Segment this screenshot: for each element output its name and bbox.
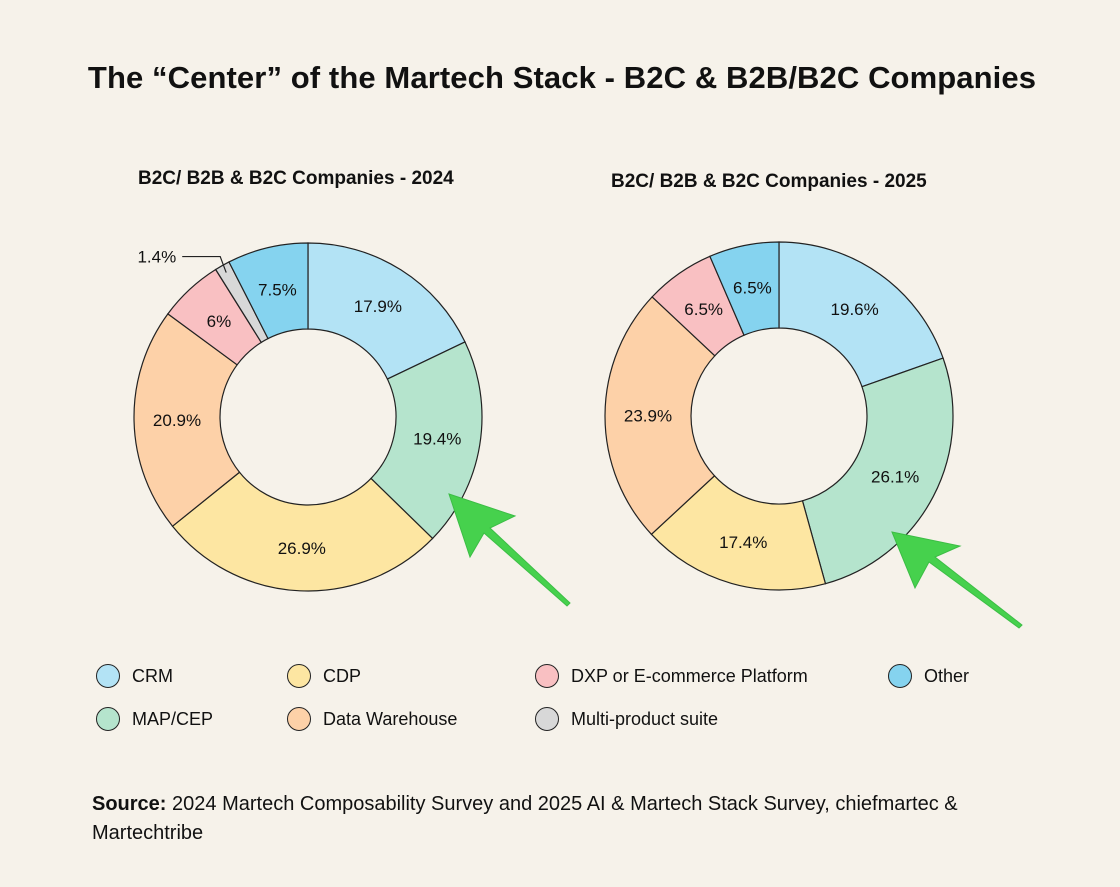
slice-label-multi: 1.4%	[137, 248, 176, 267]
slice-crm	[307, 242, 466, 380]
legend-swatch-dxp	[535, 664, 559, 688]
source-label: Source:	[92, 793, 167, 815]
legend-swatch-dw	[287, 707, 311, 731]
slice-label-other: 7.5%	[258, 281, 297, 300]
highlight-arrow-2024	[448, 493, 571, 607]
slice-label-dxp: 6%	[207, 312, 232, 331]
slice-other	[228, 242, 309, 340]
slice-label-dw: 23.9%	[624, 407, 672, 426]
slice-dw	[604, 296, 716, 536]
highlight-arrow-2025	[891, 531, 1023, 629]
slice-map	[801, 357, 954, 585]
page-title: The “Center” of the Martech Stack - B2C …	[87, 60, 1037, 95]
slice-cdp	[171, 471, 434, 592]
legend-swatch-other	[888, 664, 912, 688]
donut-chart-2024: 17.9% 19.4% 26.9% 20.9% 6% 1.4% 7.5%	[133, 242, 483, 592]
legend-item-map: MAP/CEP	[96, 707, 213, 731]
source-note: Source: 2024 Martech Composability Surve…	[92, 790, 992, 848]
chart-title-2025: B2C/ B2B & B2C Companies - 2025	[611, 171, 927, 192]
leader-line-multi	[182, 255, 227, 273]
legend-swatch-multi	[535, 707, 559, 731]
legend-item-cdp: CDP	[287, 664, 361, 688]
legend-label-dw: Data Warehouse	[323, 708, 458, 729]
slice-label-crm: 19.6%	[831, 300, 879, 319]
legend-label-map: MAP/CEP	[132, 708, 214, 729]
legend-item-crm: CRM	[96, 664, 173, 688]
legend-item-dxp: DXP or E-commerce Platform	[535, 664, 808, 688]
slice-label-map: 19.4%	[413, 429, 461, 448]
slice-map	[370, 341, 483, 540]
slice-label-map: 26.1%	[871, 468, 919, 487]
slice-other	[709, 241, 780, 337]
slice-label-other: 6.5%	[733, 279, 772, 298]
slice-label-cdp: 26.9%	[278, 539, 326, 558]
legend-item-other: Other	[888, 664, 969, 688]
legend-label-other: Other	[924, 665, 970, 686]
slice-crm	[778, 241, 944, 388]
slice-dw	[133, 313, 241, 528]
slice-label-dw: 20.9%	[153, 411, 201, 430]
legend-label-cdp: CDP	[323, 665, 362, 686]
legend-label-multi: Multi-product suite	[571, 708, 719, 729]
legend-swatch-map	[96, 707, 120, 731]
slice-label-dxp: 6.5%	[684, 300, 723, 319]
legend-swatch-crm	[96, 664, 120, 688]
legend-swatch-cdp	[287, 664, 311, 688]
legend-item-multi: Multi-product suite	[535, 707, 718, 731]
slice-label-crm: 17.9%	[354, 297, 402, 316]
legend-label-crm: CRM	[132, 665, 173, 686]
donut-chart-2025: 19.6% 26.1% 17.4% 23.9% 6.5% 6.5%	[604, 241, 954, 591]
legend-item-dw: Data Warehouse	[287, 707, 457, 731]
chart-title-2024: B2C/ B2B & B2C Companies - 2024	[138, 168, 454, 189]
slice-cdp	[650, 474, 827, 591]
legend-label-dxp: DXP or E-commerce Platform	[571, 665, 808, 686]
slice-label-cdp: 17.4%	[719, 533, 767, 552]
source-text: 2024 Martech Composability Survey and 20…	[92, 793, 958, 844]
